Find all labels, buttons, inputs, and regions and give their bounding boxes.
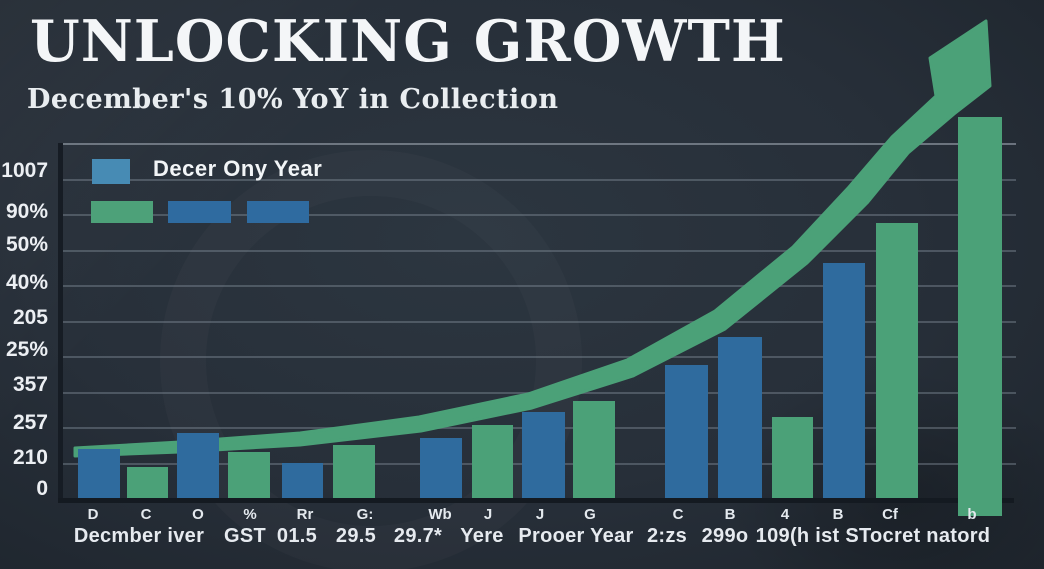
legend-strip-swatch-blue-1 [168,201,231,223]
bar-blue [177,433,219,498]
y-axis-tick-label: 40% [5,271,48,294]
x-category-label: 29.5 [335,525,377,547]
x-tick: J [483,506,493,523]
x-tick: B [724,506,736,523]
gridline [63,285,1016,287]
x-category-label: 01.5 [276,525,318,547]
bar-green [876,223,918,498]
bar-blue [420,438,462,498]
x-tick: J [535,506,545,523]
x-category-label: Yere [460,525,504,547]
bar-blue [823,263,865,498]
bar-green [573,401,615,498]
x-tick: D [87,506,99,523]
bar-blue [718,337,762,498]
x-category-label: 299o [701,525,749,547]
legend-label: Decer Ony Year [153,156,323,181]
y-axis-tick-label: 90% [5,200,48,223]
gridline [63,356,1016,358]
y-axis-tick-label: 257 [12,411,48,434]
y-axis-tick-label: 357 [12,373,48,396]
x-category-label: 109(h ist STocret natord [755,525,991,547]
bar-green [472,425,513,498]
bar-green [958,117,1002,516]
bar-green [228,452,270,498]
x-tick: Cf [882,506,898,523]
x-category-label: Prooer Year [518,525,634,547]
y-axis-tick-label: 0 [36,477,48,500]
x-category-label: GST [223,525,267,547]
y-axis-tick-label: 205 [12,306,48,329]
y-axis-tick-label: 50% [5,233,48,256]
bar-blue [665,365,708,498]
x-tick: Wb [428,506,452,523]
x-tick: G [584,506,596,523]
bar-green [333,445,375,498]
gridline [63,392,1016,394]
x-tick: B [832,506,844,523]
gridline [63,321,1016,323]
legend-strip-swatch-blue-2 [247,201,309,223]
plot-top-border [63,143,1016,145]
bar-blue [78,449,120,498]
bar-blue [522,412,565,498]
x-tick: G: [356,506,374,523]
chart-legend: Decer Ony Year [0,0,400,223]
x-tick: 4 [780,506,790,523]
y-axis-tick-label: 25% [5,338,48,361]
x-tick: O [192,506,204,523]
x-category-label: 29.7* [393,525,443,547]
x-tick: Rr [296,506,314,523]
bar-blue [282,463,323,498]
x-tick: C [672,506,684,523]
y-axis-tick-label: 210 [12,446,48,469]
bar-green [127,467,168,498]
x-tick: % [243,506,257,523]
bar-green [772,417,813,498]
x-tick: C [140,506,152,523]
legend-swatch-blue [92,159,130,184]
x-category-label: 2:zs [646,525,688,547]
x-category-label: Decmber iver [73,525,205,547]
y-axis-line [58,143,63,503]
y-axis-tick-label: 1007 [1,159,48,182]
x-axis-line [58,498,1014,503]
legend-strip-swatch-green [91,201,153,223]
gridline [63,250,1016,252]
x-tick: b [967,506,977,523]
